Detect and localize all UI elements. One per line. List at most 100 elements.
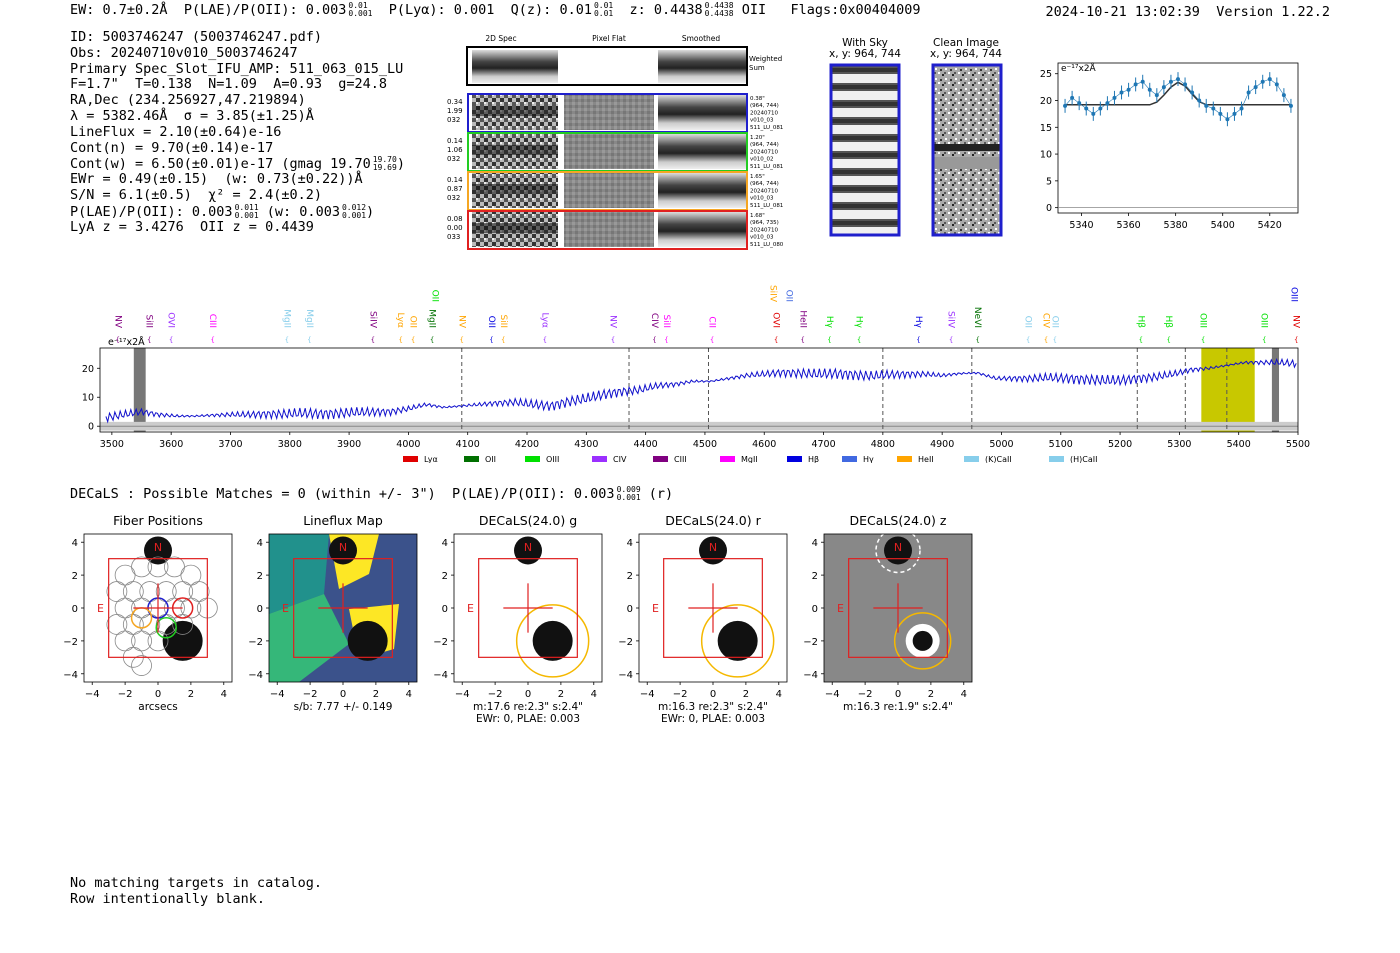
row-right-label: 1.20" <box>750 135 765 141</box>
flags-value: Flags:0x00404009 <box>790 2 921 18</box>
spectral-line-label: NV <box>1291 315 1301 329</box>
fit-unit-label: e⁻¹⁷x2Å <box>1061 62 1097 74</box>
spectral-line-label: OII <box>784 290 794 302</box>
catalog-line-1: No matching targets in catalog. <box>70 875 322 891</box>
row-pixelflat <box>564 212 654 247</box>
cutout-ytick: 2 <box>257 571 263 582</box>
catalog-line-2: Row intentionally blank. <box>70 890 266 907</box>
info-obs: Obs: 20240710v010_5003746247 <box>70 44 298 61</box>
svg-text:Sum: Sum <box>749 64 765 72</box>
fit-data-point <box>1161 85 1166 90</box>
fit-xtick: 5400 <box>1211 220 1235 231</box>
line-fit-chart: e⁻¹⁷x2Å 0 5 10 15 20 25 5340 5360 5380 5400 5420 <box>1040 62 1299 231</box>
row-smoothed <box>658 173 746 208</box>
spectrum-ytick: 20 <box>82 364 94 375</box>
cutout-xtick: 2 <box>743 689 749 700</box>
aperture-ellipse <box>515 604 590 678</box>
fiber-circle <box>122 614 144 635</box>
weighted-sum-2d <box>472 50 558 83</box>
east-marker: E <box>97 602 104 615</box>
row-left-label: 032 <box>447 116 460 124</box>
source-main <box>532 620 573 661</box>
search-box <box>478 558 578 658</box>
fit-data-point <box>1154 93 1159 98</box>
cutout-caption: m:16.3 re:2.3" s:2.4" <box>658 701 768 713</box>
spectral-line-tick: { <box>116 336 120 344</box>
fiber-circle <box>164 556 185 578</box>
cutout-ytick: 0 <box>812 604 818 615</box>
spectral-line-label: NeVI <box>972 307 982 328</box>
spectral-line-label: OII <box>1049 316 1059 328</box>
spectral-line-tick: { <box>543 336 547 344</box>
spectral-line-tick: { <box>827 336 831 344</box>
emission-line-highlight <box>1201 348 1255 432</box>
spectral-line-label: Lyα <box>395 313 405 329</box>
cutout-ytick: −4 <box>618 670 633 681</box>
row-smoothed <box>658 134 746 169</box>
fiber-circle <box>114 564 136 586</box>
cutout-xtick: 4 <box>776 689 782 700</box>
spectral-line-tick: { <box>460 336 464 344</box>
fit-data-point <box>1274 82 1279 87</box>
row-left-label: 0.87 <box>447 185 463 193</box>
row-right-label: 1.65" <box>750 174 765 180</box>
spectral-line-label: CIV <box>1040 313 1050 329</box>
fit-ytick: 15 <box>1040 123 1052 134</box>
spectrum-xtick: 3500 <box>100 439 124 450</box>
cutout-xtick: 0 <box>895 689 901 700</box>
legend-label: (H)CaII <box>1070 455 1097 463</box>
legend-label: OII <box>485 455 496 463</box>
spectral-line-label: NV <box>456 315 466 329</box>
cutout-ytick: −2 <box>803 637 818 648</box>
cutout-title: Fiber Positions <box>113 513 203 528</box>
fit-data-point <box>1225 117 1230 122</box>
spectral-line-tick: { <box>285 336 289 344</box>
spectral-line-tick: { <box>398 336 402 344</box>
fiber-circle <box>106 581 128 602</box>
version: Version 1.22.2 <box>1216 4 1330 20</box>
fiber-circle <box>106 614 128 635</box>
cutout-title: DECaLS(24.0) z <box>850 513 947 528</box>
cutout-caption-2: EWr: 0, PLAE: 0.003 <box>476 713 580 725</box>
datetime: 2024-10-21 13:02:39 <box>1045 4 1200 20</box>
spectrum-xtick: 3900 <box>337 439 361 450</box>
spectral-line-tick: { <box>1139 336 1143 344</box>
plae-value: P(LAE)/P(OII): 0.003 <box>183 2 347 18</box>
spectrum-xtick: 5100 <box>1049 439 1073 450</box>
z-range: 0.4438 0.4438 <box>704 1 734 18</box>
fit-data-point <box>1232 111 1237 116</box>
spectral-line-label: MgII <box>304 309 314 328</box>
spectrum-ytick: 10 <box>82 393 94 404</box>
full-spectrum-chart: e⁻¹⁷x2Å 0 10 20 3500 3600 3700 3800 3900 4000 4100… <box>82 285 1310 463</box>
spectral-line-label: Hβ <box>1135 315 1145 328</box>
cutout-xtick: 0 <box>710 689 716 700</box>
legend-swatch <box>403 456 418 462</box>
legend-label: HeII <box>918 455 934 463</box>
source-main <box>347 620 388 661</box>
row-right-label: 0.38" <box>750 96 765 102</box>
spectral-line-tick: { <box>210 336 214 344</box>
fit-ytick: 5 <box>1046 176 1052 187</box>
row-pixelflat <box>564 95 654 130</box>
row-left-label: 0.14 <box>447 176 463 184</box>
row-left-label: 0.14 <box>447 137 463 145</box>
spectral-line-label: OIII <box>1259 313 1269 328</box>
cutout-xtick: 4 <box>591 689 597 700</box>
cutout-xtick: 0 <box>525 689 531 700</box>
spectral-line-label: SiIV <box>768 285 778 303</box>
spectral-line-tick: { <box>430 336 434 344</box>
row-left-label: 032 <box>447 194 460 202</box>
fiber-circle <box>131 556 152 578</box>
cutout-caption-2: EWr: 0, PLAE: 0.003 <box>661 713 765 725</box>
fit-data-point <box>1260 79 1265 84</box>
detection-info: ID: 5003746247 (5003746247.pdf) Obs: 202… <box>70 29 405 235</box>
fit-data-point <box>1077 101 1082 106</box>
row-right-label: 20240710 <box>750 188 778 194</box>
cutout-ytick: 4 <box>627 538 633 549</box>
search-box <box>293 558 393 658</box>
info-lineflux: LineFlux = 2.10(±0.64)e-16 <box>70 123 282 140</box>
spectral-line-tick: { <box>710 336 714 344</box>
spectral-line-label: OII <box>486 316 496 328</box>
spectral-line-label: Lyα <box>539 313 549 329</box>
cutout-xtick: −2 <box>488 689 503 700</box>
